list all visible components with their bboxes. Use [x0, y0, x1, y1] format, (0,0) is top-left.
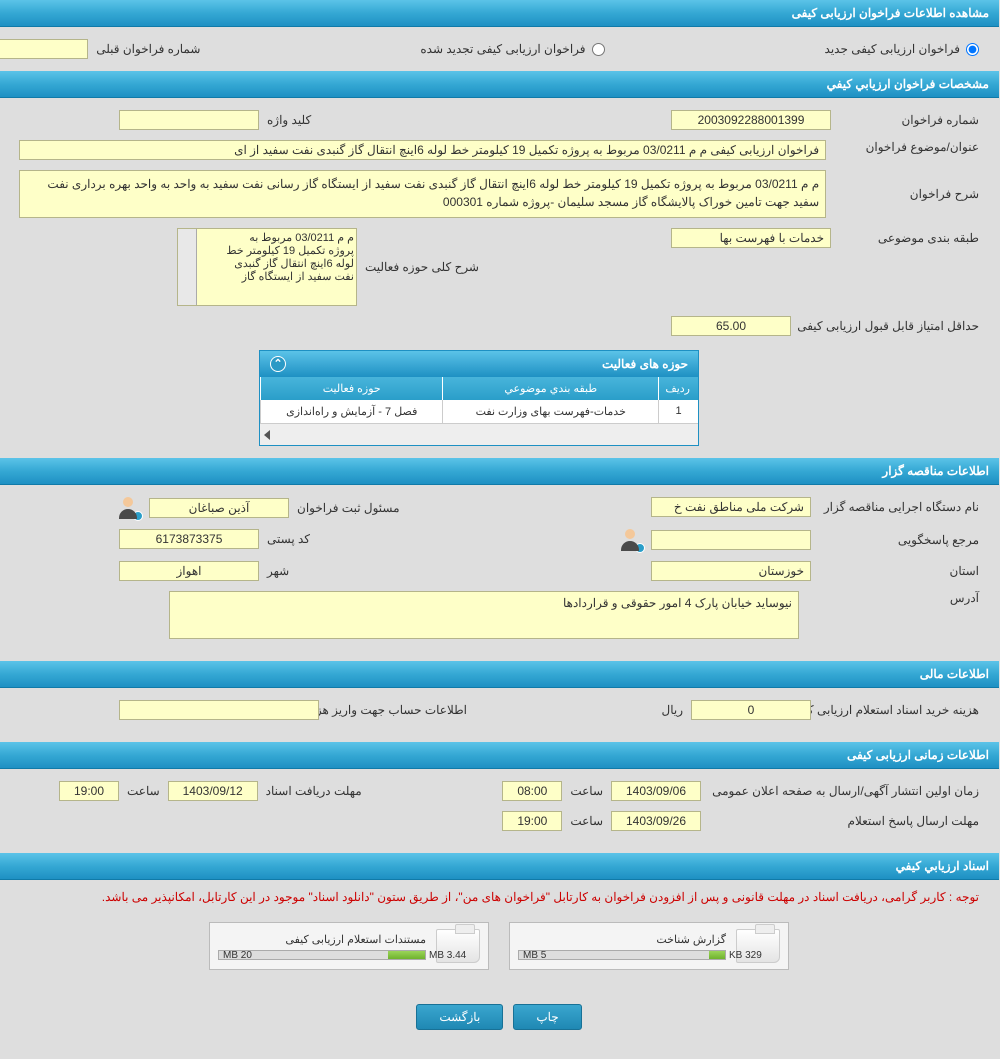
radio-new[interactable]	[967, 43, 980, 56]
table-row: 1 خدمات-فهرست بهای وزارت نفت فصل 7 - آزم…	[261, 400, 699, 423]
acct-value	[120, 700, 320, 720]
file1-bar: 5 MB 329 KB	[519, 950, 727, 960]
scroll-down-icon[interactable]: ▾	[181, 289, 195, 303]
activity-scope-box[interactable]: م م 03/0211 مربوط به پروژه تکمیل 19 کیلو…	[178, 228, 358, 306]
keyword-value	[120, 110, 260, 130]
section-spec: شماره فراخوان 2003092288001399 کلید واژه…	[0, 98, 1000, 458]
reply-time-label: ساعت	[571, 814, 604, 828]
min-score-label: حداقل امتیاز قابل قبول ارزیابی کیفی	[800, 319, 980, 333]
addr-label: آدرس	[820, 591, 980, 605]
resp-label: مرجع پاسخگویی	[820, 533, 980, 547]
user-icon[interactable]	[120, 497, 142, 519]
file1-fill	[710, 951, 726, 959]
city-label: شهر	[268, 564, 290, 578]
docs-note: توجه : کاربر گرامی، دریافت اسناد در مهلت…	[0, 880, 1000, 914]
section-timing: زمان اولین انتشار آگهی/ارسال به صفحه اعل…	[0, 769, 1000, 853]
header-organizer: اطلاعات مناقصه گزار	[0, 458, 1000, 485]
desc-value: م م 03/0211 مربوط به پروژه تکمیل 19 کیلو…	[20, 170, 827, 218]
activity-table-head: حوزه های فعالیت ⌃	[261, 351, 699, 377]
reg-mgr-label: مسئول ثبت فراخوان	[298, 501, 401, 515]
back-button[interactable]: بازگشت	[417, 1004, 504, 1030]
section-organizer: نام دستگاه اجرایی مناقصه گزار شرکت ملی م…	[0, 485, 1000, 661]
header-timing: اطلاعات زمانی ارزیابی کیفی	[0, 742, 1000, 769]
deadline-time-label: ساعت	[128, 784, 161, 798]
pub-date: 1403/09/06	[612, 781, 702, 801]
prev-call-label: شماره فراخوان قبلی	[97, 42, 201, 56]
file1-total: 5 MB	[524, 950, 547, 961]
radio-renewed[interactable]	[593, 43, 606, 56]
cost-label: هزینه خرید اسناد استعلام ارزیابی کیفی	[820, 703, 980, 717]
radio-renewed-wrap: فراخوان ارزیابی کیفی تجدید شده	[421, 42, 605, 56]
table-foot	[261, 423, 699, 445]
file2-total: 20 MB	[224, 950, 253, 961]
section-financial: هزینه خرید اسناد استعلام ارزیابی کیفی 0 …	[0, 688, 1000, 742]
radio-new-wrap: فراخوان ارزیابی کیفی جدید	[826, 42, 980, 56]
category-value: خدمات با فهرست بها	[672, 228, 832, 248]
exec-value: شرکت ملی مناطق نفت خ	[652, 497, 812, 517]
user-icon-2[interactable]	[622, 529, 644, 551]
file-row: گزارش شناخت 5 MB 329 KB مستندات استعلام …	[0, 914, 1000, 988]
section-type: فراخوان ارزیابی کیفی جدید فراخوان ارزیاب…	[0, 27, 1000, 71]
call-no-value: 2003092288001399	[672, 110, 832, 130]
radio-new-label: فراخوان ارزیابی کیفی جدید	[826, 42, 961, 56]
pub-label: زمان اولین انتشار آگهی/ارسال به صفحه اعل…	[710, 784, 980, 798]
td-row: 1	[659, 400, 699, 423]
exec-label: نام دستگاه اجرایی مناقصه گزار	[820, 500, 980, 514]
postal-value: 6173873375	[120, 529, 260, 549]
activity-table-title: حوزه های فعالیت	[603, 357, 689, 371]
file2-bar: 20 MB 3.44 MB	[219, 950, 427, 960]
pub-time: 08:00	[503, 781, 563, 801]
desc-label: شرح فراخوان	[847, 187, 980, 201]
file1-name: گزارش شناخت	[519, 933, 727, 946]
acct-label: اطلاعات حساب جهت واریز هزینه خرید اسناد	[328, 703, 468, 717]
header-docs: اسناد ارزيابي کيفي	[0, 853, 1000, 880]
category-label: طبقه بندی موضوعی	[840, 231, 980, 245]
activity-table: حوزه های فعالیت ⌃ ردیف طبقه بندي موضوعي …	[260, 350, 700, 446]
file2-name: مستندات استعلام ارزیابی کیفی	[219, 933, 427, 946]
pub-time-label: ساعت	[571, 784, 604, 798]
deadline-date: 1403/09/12	[169, 781, 259, 801]
resp-value	[652, 530, 812, 550]
header-spec: مشخصات فراخوان ارزيابي کيفي	[0, 71, 1000, 98]
file-box-1[interactable]: گزارش شناخت 5 MB 329 KB	[510, 922, 790, 970]
activity-scope-label: شرح کلی حوزه فعالیت	[366, 260, 480, 274]
title-value: فراخوان ارزیابی کیفی م م 03/0211 مربوط ب…	[20, 140, 827, 160]
reply-date: 1403/09/26	[612, 811, 702, 831]
file2-used: 3.44 MB	[430, 950, 476, 961]
province-value: خوزستان	[652, 561, 812, 581]
header-financial: اطلاعات مالی	[0, 661, 1000, 688]
province-label: استان	[820, 564, 980, 578]
reply-label: مهلت ارسال پاسخ استعلام	[710, 814, 980, 828]
file2-fill	[389, 951, 426, 959]
header-view-info: مشاهده اطلاعات فراخوان ارزیابی کیفی	[0, 0, 1000, 27]
td-cat: خدمات-فهرست بهای وزارت نفت	[443, 400, 659, 423]
th-act: حوزه فعاليت	[261, 377, 443, 400]
button-row: چاپ بازگشت	[0, 988, 1000, 1054]
min-score-value: 65.00	[672, 316, 792, 336]
city-value: اهواز	[120, 561, 260, 581]
td-act: فصل 7 - آزمایش و راه‌اندازی	[261, 400, 443, 423]
reg-mgr-value: آذین صباغان	[150, 498, 290, 518]
keyword-label: کلید واژه	[268, 113, 312, 127]
addr-value: نیوساید خیابان پارک 4 امور حقوقی و قرارد…	[170, 591, 800, 639]
scroll-up-icon[interactable]: ▴	[181, 231, 195, 245]
prev-call-value	[0, 39, 89, 59]
file1-used: 329 KB	[730, 950, 776, 961]
call-no-label: شماره فراخوان	[840, 113, 980, 127]
deadline-label: مهلت دریافت اسناد	[267, 784, 363, 798]
title-label: عنوان/موضوع فراخوان	[847, 140, 980, 154]
rial-label: ریال	[662, 703, 684, 717]
radio-renewed-label: فراخوان ارزیابی کیفی تجدید شده	[421, 42, 586, 56]
activity-scope-text: م م 03/0211 مربوط به پروژه تکمیل 19 کیلو…	[181, 231, 355, 283]
postal-label: کد پستی	[268, 532, 311, 546]
cost-value: 0	[692, 700, 812, 720]
reply-time: 19:00	[503, 811, 563, 831]
th-row: ردیف	[659, 377, 699, 400]
file-box-2[interactable]: مستندات استعلام ارزیابی کیفی 20 MB 3.44 …	[210, 922, 490, 970]
print-button[interactable]: چاپ	[514, 1004, 582, 1030]
th-cat: طبقه بندي موضوعي	[443, 377, 659, 400]
deadline-time: 19:00	[60, 781, 120, 801]
pager-icon[interactable]	[265, 430, 271, 440]
collapse-icon[interactable]: ⌃	[271, 356, 287, 372]
